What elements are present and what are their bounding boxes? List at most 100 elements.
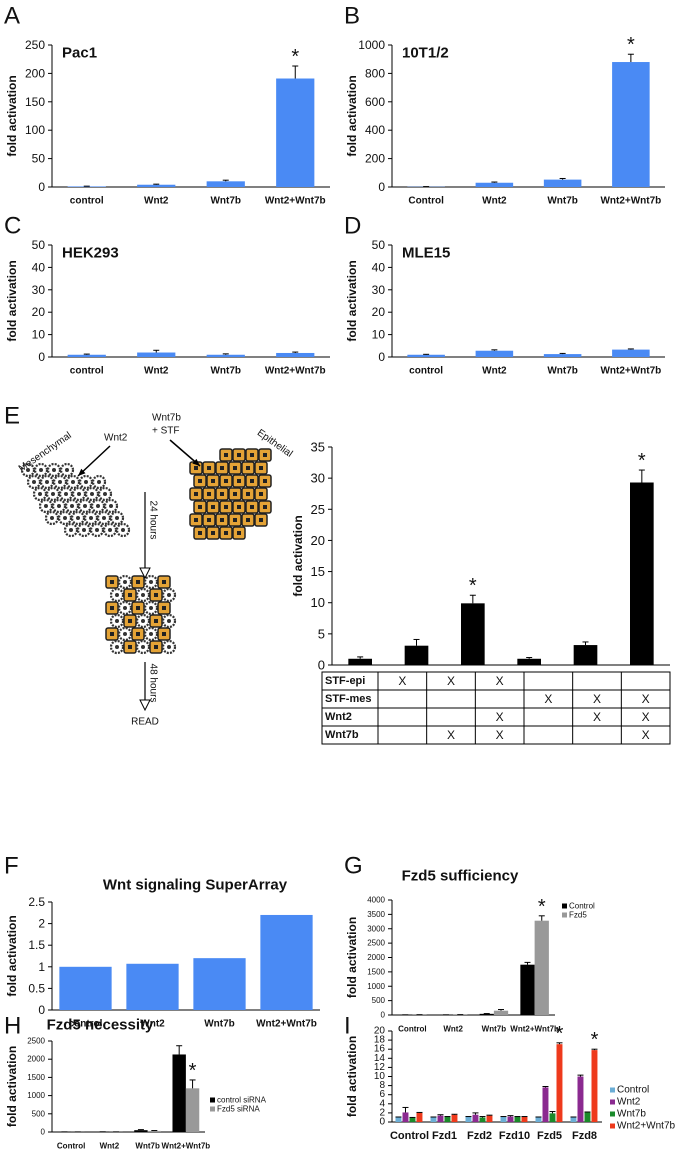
- cell-nucleus: [198, 479, 202, 483]
- cell-nucleus: [154, 593, 158, 597]
- y-tick-label: 8: [379, 1080, 385, 1091]
- bar: [348, 658, 372, 665]
- table-mark: X: [593, 692, 601, 706]
- legend-swatch: [610, 1111, 615, 1117]
- table-mark: X: [642, 710, 650, 724]
- table-mark: X: [447, 728, 455, 742]
- x-tick-label: Fzd2: [467, 1130, 492, 1142]
- cell-nucleus: [103, 492, 107, 496]
- bar: [475, 350, 514, 357]
- bar: [444, 1116, 451, 1122]
- error-bar: [83, 353, 90, 355]
- y-tick-label: 40: [32, 260, 46, 274]
- significance-mark: *: [291, 46, 299, 68]
- bar: [479, 1013, 494, 1015]
- bar: [430, 1117, 437, 1122]
- error-bar: [559, 352, 566, 355]
- y-tick-label: 2: [38, 917, 45, 931]
- bar: [472, 1114, 479, 1122]
- panel-letter: G: [344, 853, 363, 880]
- y-axis-label: fold activation: [345, 260, 359, 341]
- error-bar: [627, 348, 634, 350]
- arrowhead: [78, 468, 86, 476]
- panel-letter: B: [344, 3, 360, 30]
- panel-letter: F: [4, 853, 19, 880]
- cell-nucleus: [167, 593, 171, 597]
- bar: [395, 1117, 402, 1122]
- y-tick-label: 50: [32, 238, 46, 252]
- bar: [535, 1117, 542, 1122]
- cell-nucleus: [198, 505, 202, 509]
- y-axis-label: fold activation: [345, 1036, 359, 1117]
- cell-nucleus: [63, 516, 67, 520]
- x-tick-label: Control: [408, 196, 444, 207]
- diagram-label: Wnt2: [104, 433, 128, 444]
- bar: [451, 1114, 458, 1122]
- bar: [407, 354, 445, 357]
- y-axis-label: fold activation: [5, 260, 19, 341]
- y-tick-label: 250: [25, 38, 45, 52]
- x-tick-label: Wnt7b: [547, 366, 578, 377]
- x-tick-label: Fzd5: [537, 1130, 562, 1142]
- significance-mark: *: [591, 1029, 599, 1051]
- bar: [577, 1076, 584, 1122]
- x-tick-label: Control: [390, 1130, 429, 1142]
- y-tick-label: 200: [365, 152, 385, 166]
- cell-nucleus: [26, 468, 30, 472]
- cell-nucleus: [136, 606, 140, 610]
- cell-nucleus: [115, 645, 119, 649]
- cell-nucleus: [237, 479, 241, 483]
- cell-nucleus: [259, 466, 263, 470]
- cell-nucleus: [250, 505, 254, 509]
- cell-nucleus: [141, 645, 145, 649]
- y-tick-label: 1000: [358, 38, 385, 52]
- error-bar: [222, 179, 229, 182]
- bar: [260, 914, 313, 1010]
- bar: [556, 1044, 563, 1122]
- y-tick-label: 0: [38, 350, 45, 364]
- error-bar: [507, 1115, 514, 1117]
- y-tick-label: 25: [311, 502, 325, 517]
- y-axis-label: fold activation: [5, 75, 19, 156]
- y-tick-label: 0: [378, 350, 385, 364]
- table-mark: X: [496, 674, 504, 688]
- y-tick-label: 2000: [27, 1055, 45, 1064]
- table-row-label: Wnt2: [325, 711, 352, 723]
- y-tick-label: 4000: [367, 896, 385, 905]
- legend-label: Wnt7b: [617, 1109, 646, 1120]
- cell-nucleus: [128, 593, 132, 597]
- cell-nucleus: [207, 492, 211, 496]
- table-mark: X: [544, 692, 552, 706]
- cell-nucleus: [136, 580, 140, 584]
- diagram-label: + STF: [152, 426, 180, 437]
- diagram-label: 24 hours: [148, 501, 159, 540]
- cell-nucleus: [141, 593, 145, 597]
- y-tick-label: 30: [372, 283, 386, 297]
- y-tick-label: 10: [32, 328, 46, 342]
- x-tick-label: Control: [57, 1142, 85, 1149]
- table-row-label: STF-epi: [325, 675, 365, 687]
- error-bar: [413, 638, 420, 646]
- cell-nucleus: [70, 504, 74, 508]
- cell-nucleus: [220, 492, 224, 496]
- y-tick-label: 0: [41, 1128, 46, 1137]
- cell-nucleus: [38, 492, 42, 496]
- cell-nucleus: [149, 632, 153, 636]
- x-tick-label: control: [69, 1019, 103, 1030]
- bar: [520, 964, 535, 1015]
- cell-nucleus: [102, 516, 106, 520]
- significance-mark: *: [538, 896, 546, 918]
- table-row: [321, 689, 671, 709]
- legend-label: Fzd5: [569, 911, 587, 920]
- cell-nucleus: [110, 580, 114, 584]
- x-tick-label: Wnt2: [443, 1025, 463, 1034]
- y-tick-label: 600: [365, 95, 385, 109]
- diagram-label: Wnt7b: [152, 413, 181, 424]
- y-tick-label: 2000: [367, 953, 385, 962]
- bar: [534, 920, 549, 1015]
- error-bar: [402, 1106, 409, 1113]
- chart-title: MLE15: [402, 245, 450, 262]
- error-bar: [582, 641, 589, 646]
- table-mark: X: [496, 728, 504, 742]
